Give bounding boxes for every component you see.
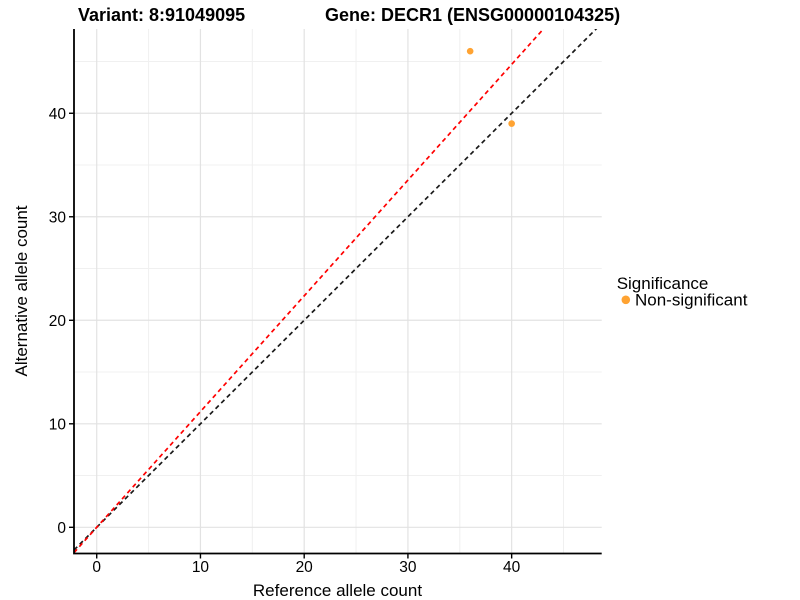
legend-point-icon [621,295,631,305]
x-tick-label: 40 [503,559,521,576]
data-point [466,47,474,55]
y-tick-label: 10 [49,416,67,433]
legend-title: Significance [617,274,709,293]
x-tick-label: 20 [296,559,314,576]
y-tick-label: 30 [49,209,67,226]
data-point [508,120,515,127]
y-tick-label: 20 [49,313,67,330]
plot-title-variant: Variant: 8:91049095 [78,5,245,25]
legend: Significance Non-significant [617,274,748,310]
plot-area: 0 10 20 30 40 0 10 20 30 40 [49,29,602,576]
legend-item-label: Non-significant [635,291,748,310]
y-tick-label: 40 [49,106,67,123]
x-tick-label: 0 [92,559,101,576]
identity-line [74,29,598,551]
x-tick-label: 30 [399,559,417,576]
y-axis-label: Alternative allele count [12,205,31,376]
y-tick-label: 0 [57,520,66,537]
x-tick-label: 10 [192,559,210,576]
x-axis-label: Reference allele count [253,581,422,600]
axis-lines [73,29,602,555]
plot-title-gene: Gene: DECR1 (ENSG00000104325) [325,5,620,25]
allelic-ratio-line [74,29,545,554]
